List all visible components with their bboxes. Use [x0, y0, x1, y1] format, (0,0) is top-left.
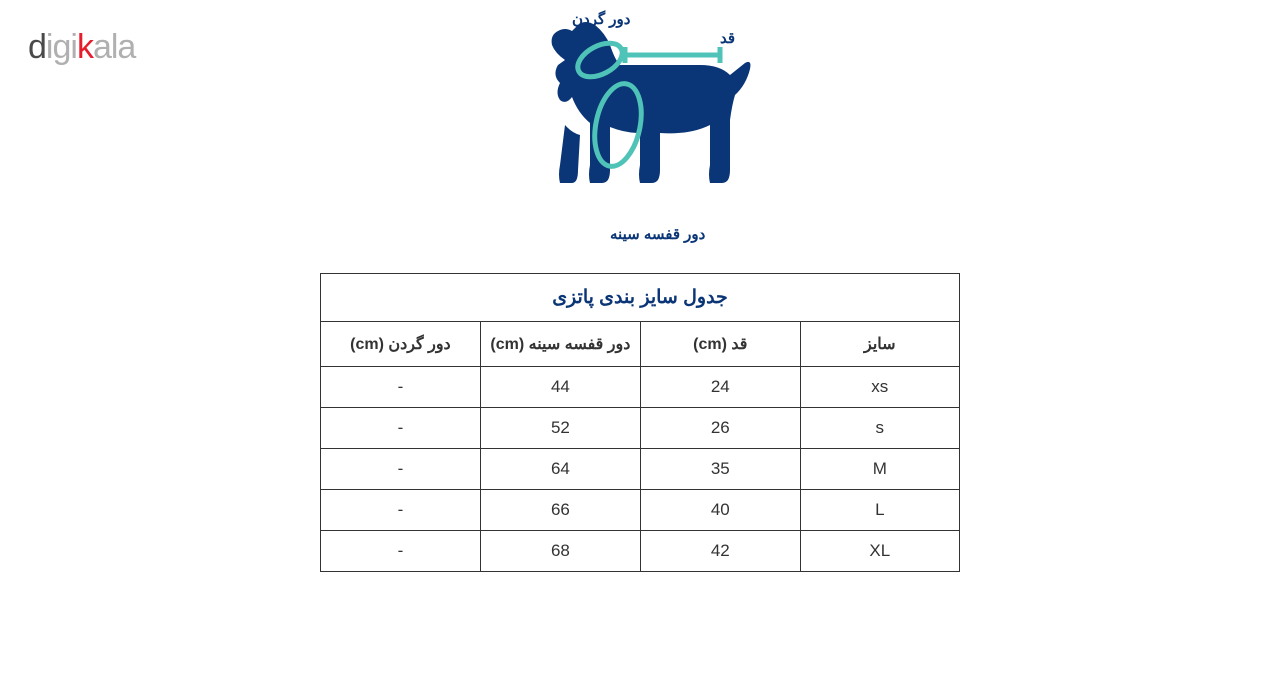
cell-length: 42	[641, 531, 801, 572]
col-header-size: سایز	[800, 322, 959, 367]
cell-neck: -	[321, 408, 481, 449]
cell-size: XL	[800, 531, 959, 572]
table-title-row: جدول سایز بندی پاتزی	[321, 274, 960, 322]
length-label: قد	[720, 29, 735, 47]
cell-size: xs	[800, 367, 959, 408]
cell-chest: 44	[480, 367, 640, 408]
cell-length: 24	[641, 367, 801, 408]
cell-length: 26	[641, 408, 801, 449]
cell-size: M	[800, 449, 959, 490]
table-header-row: دور گردن (cm) دور قفسه سینه (cm) قد (cm)…	[321, 322, 960, 367]
neck-label: دور گردن	[572, 10, 630, 28]
cell-length: 35	[641, 449, 801, 490]
cell-chest: 68	[480, 531, 640, 572]
col-header-length: قد (cm)	[641, 322, 801, 367]
size-diagram: دور گردن قد دور قفسه سینه	[460, 5, 820, 235]
cell-size: L	[800, 490, 959, 531]
col-header-neck: دور گردن (cm)	[321, 322, 481, 367]
table-row: - 52 26 s	[321, 408, 960, 449]
cell-chest: 66	[480, 490, 640, 531]
table-title: جدول سایز بندی پاتزی	[321, 274, 960, 322]
cell-size: s	[800, 408, 959, 449]
cell-chest: 52	[480, 408, 640, 449]
brand-logo: digikala	[28, 28, 135, 67]
cell-neck: -	[321, 490, 481, 531]
cell-length: 40	[641, 490, 801, 531]
logo-part-1: d	[28, 28, 46, 66]
logo-part-4: ala	[93, 28, 135, 66]
table-row: - 44 24 xs	[321, 367, 960, 408]
logo-part-2: igi	[46, 28, 77, 66]
cell-neck: -	[321, 367, 481, 408]
size-table: جدول سایز بندی پاتزی دور گردن (cm) دور ق…	[320, 273, 960, 572]
cell-chest: 64	[480, 449, 640, 490]
chest-label: دور قفسه سینه	[610, 225, 705, 243]
cell-neck: -	[321, 449, 481, 490]
table-row: - 64 35 M	[321, 449, 960, 490]
cell-neck: -	[321, 531, 481, 572]
table-row: - 68 42 XL	[321, 531, 960, 572]
size-table-container: جدول سایز بندی پاتزی دور گردن (cm) دور ق…	[320, 273, 960, 572]
logo-part-3: k	[77, 28, 93, 66]
col-header-chest: دور قفسه سینه (cm)	[480, 322, 640, 367]
table-row: - 66 40 L	[321, 490, 960, 531]
